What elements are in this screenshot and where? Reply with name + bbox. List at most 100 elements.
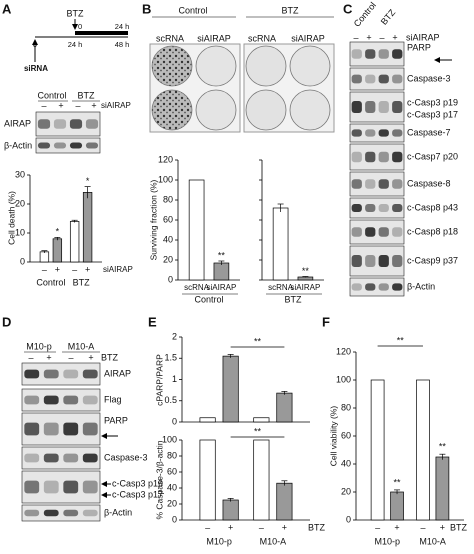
band	[85, 119, 99, 129]
label: Caspase-8	[407, 178, 451, 188]
bar	[213, 262, 230, 281]
y-tick-label: 0	[346, 514, 351, 524]
bar	[199, 439, 216, 521]
label: BTZ	[379, 7, 398, 27]
well	[245, 45, 287, 87]
band	[378, 255, 389, 267]
y-tick-label: 2	[172, 331, 177, 341]
y-tick-label: 100	[162, 434, 177, 444]
label: D	[2, 314, 11, 329]
y-tick-label: 0	[172, 416, 177, 426]
band	[365, 204, 376, 212]
label: % Caspase-3/β-actin	[154, 440, 164, 519]
label: –	[75, 100, 80, 110]
label: –	[68, 352, 73, 362]
band	[392, 204, 403, 212]
label: –	[420, 522, 425, 532]
label: Flag	[104, 394, 122, 404]
label: AIRAP	[104, 368, 131, 378]
band	[85, 142, 99, 149]
label: +	[85, 264, 90, 274]
band	[392, 179, 403, 189]
band	[365, 49, 376, 59]
label: M10-A	[419, 536, 446, 546]
label: +	[392, 32, 397, 42]
label: M10-p	[206, 536, 232, 546]
band	[63, 395, 79, 405]
y-tick-label: 60	[167, 466, 177, 476]
label: c-Casp8 p43	[407, 202, 458, 212]
label: siRNA	[24, 64, 48, 73]
bar	[276, 392, 293, 423]
y-tick-label: 20	[341, 486, 351, 496]
label: Caspase-3	[104, 452, 148, 462]
label: c-Casp8 p18	[407, 226, 458, 236]
y-tick-label: 40	[167, 482, 177, 492]
label: M10-A	[68, 341, 95, 351]
band	[392, 129, 403, 137]
bar	[416, 379, 430, 521]
band	[378, 129, 389, 137]
band	[351, 204, 362, 212]
label: β-Actin	[407, 281, 435, 291]
bar	[188, 179, 205, 281]
label: PARP	[104, 415, 128, 425]
band	[392, 101, 403, 113]
bar	[276, 482, 293, 521]
band	[365, 101, 376, 113]
label: BTZ	[73, 277, 91, 287]
y-tick-label: 20	[163, 254, 173, 264]
label: –	[205, 522, 210, 532]
label: c-Casp7 p20	[407, 151, 458, 161]
y-tick-label: 1.5	[164, 353, 177, 363]
label: +	[58, 100, 63, 110]
label: F	[322, 314, 330, 329]
band	[378, 204, 389, 212]
y-tick-label: 120	[336, 346, 351, 356]
band	[63, 453, 79, 463]
blot	[349, 219, 405, 245]
well	[245, 89, 287, 131]
band	[378, 227, 389, 237]
band	[351, 179, 362, 189]
label: c-Casp3 p17	[112, 489, 163, 499]
label: 0	[78, 22, 82, 31]
band	[24, 369, 40, 379]
blot	[21, 362, 101, 386]
label: 24 h	[68, 40, 83, 49]
label: –	[379, 32, 384, 42]
label: Caspase-3	[407, 73, 451, 83]
label: scRNA	[268, 283, 294, 292]
band	[53, 119, 67, 129]
label: –	[72, 264, 77, 274]
label: BTZ	[78, 90, 96, 100]
label: scRNA	[156, 33, 184, 43]
bar	[39, 251, 50, 263]
y-tick-label: 40	[341, 458, 351, 468]
band	[82, 480, 98, 494]
label: –	[41, 100, 46, 110]
y-tick-label: 20	[15, 198, 25, 208]
well	[289, 89, 331, 131]
label: **	[439, 442, 447, 452]
band	[365, 179, 376, 189]
band	[43, 422, 59, 436]
band	[24, 509, 40, 517]
label: siAIRAP	[103, 265, 133, 274]
label: **	[254, 336, 262, 346]
label: A	[2, 1, 12, 16]
band	[63, 480, 79, 494]
band	[24, 453, 40, 463]
band	[392, 255, 403, 267]
band	[37, 119, 51, 129]
label: BTZ	[101, 352, 119, 362]
y-tick-label: 1	[172, 374, 177, 384]
blot	[21, 504, 101, 522]
label: *	[56, 227, 60, 237]
y-tick-label: 10	[15, 227, 25, 237]
band	[378, 74, 389, 84]
band	[392, 74, 403, 84]
label: E	[148, 314, 157, 329]
well	[195, 45, 237, 87]
well	[151, 89, 193, 131]
